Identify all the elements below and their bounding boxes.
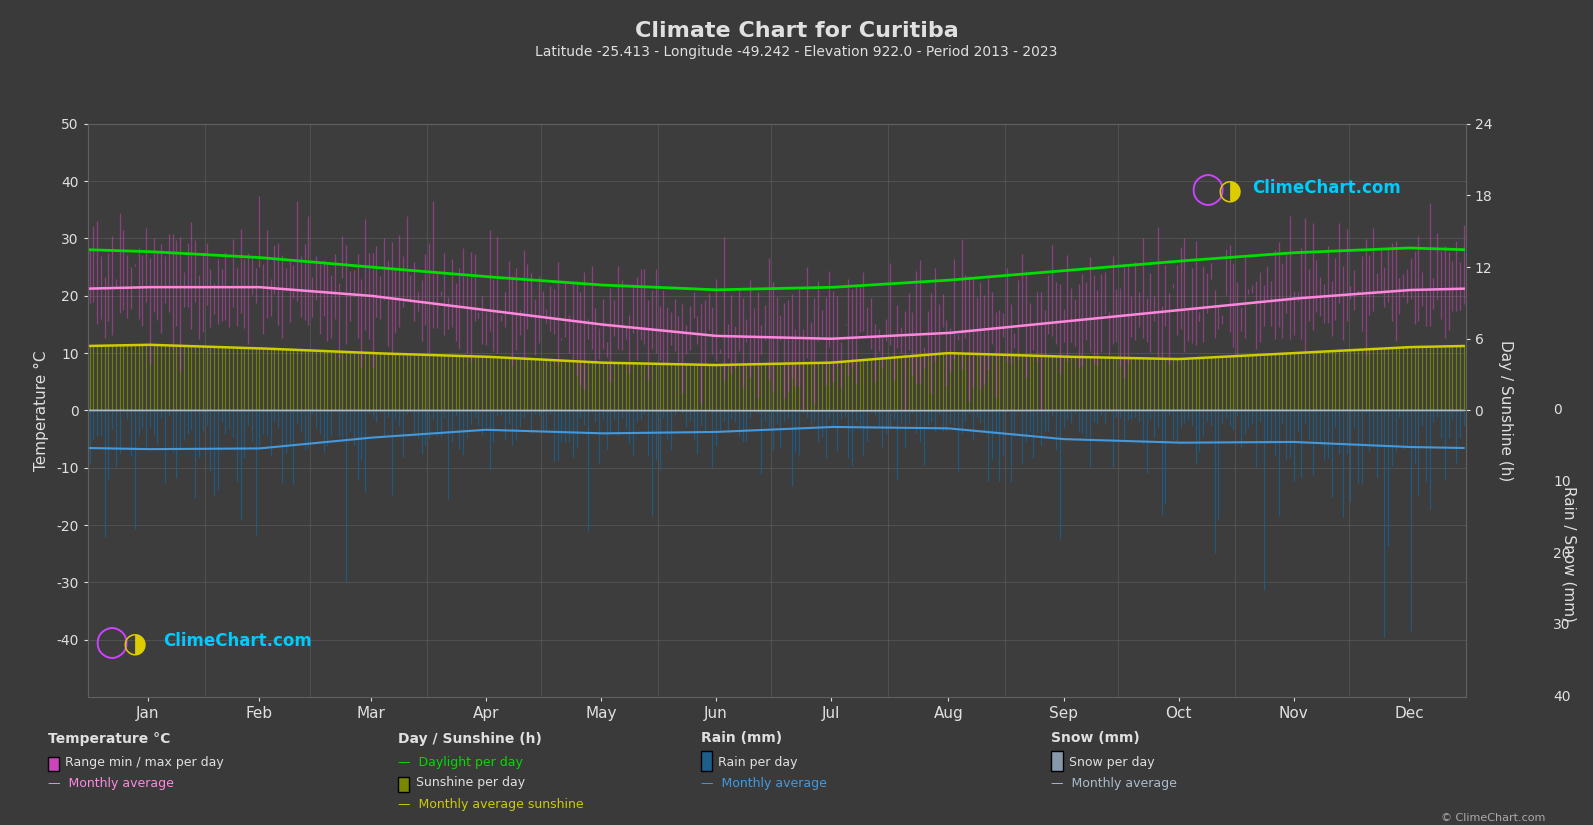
Text: Climate Chart for Curitiba: Climate Chart for Curitiba (634, 21, 959, 40)
Y-axis label: Day / Sunshine (h): Day / Sunshine (h) (1497, 340, 1513, 481)
Text: Snow per day: Snow per day (1069, 756, 1155, 769)
Text: Range min / max per day: Range min / max per day (65, 756, 225, 769)
Text: ◯: ◯ (94, 627, 129, 659)
Text: Latitude -25.413 - Longitude -49.242 - Elevation 922.0 - Period 2013 - 2023: Latitude -25.413 - Longitude -49.242 - E… (535, 45, 1058, 59)
Text: ◑: ◑ (123, 629, 147, 658)
Text: Rain per day: Rain per day (718, 756, 798, 769)
Text: Day / Sunshine (h): Day / Sunshine (h) (398, 732, 542, 746)
Text: —  Monthly average: — Monthly average (48, 777, 174, 790)
Text: Rain / Snow (mm): Rain / Snow (mm) (1561, 486, 1577, 622)
Text: © ClimeChart.com: © ClimeChart.com (1440, 813, 1545, 823)
Text: 10: 10 (1553, 475, 1571, 489)
Text: 30: 30 (1553, 619, 1571, 633)
Text: —  Monthly average: — Monthly average (1051, 777, 1177, 790)
Text: Snow (mm): Snow (mm) (1051, 732, 1141, 746)
Text: Sunshine per day: Sunshine per day (416, 776, 526, 790)
Text: 20: 20 (1553, 547, 1571, 561)
Text: ◑: ◑ (1217, 177, 1243, 205)
Text: ClimeChart.com: ClimeChart.com (1252, 178, 1400, 196)
Text: ◯: ◯ (1190, 174, 1223, 206)
Text: ClimeChart.com: ClimeChart.com (164, 631, 312, 649)
Y-axis label: Temperature °C: Temperature °C (33, 350, 49, 471)
Text: Temperature °C: Temperature °C (48, 732, 170, 746)
Text: —  Daylight per day: — Daylight per day (398, 757, 523, 770)
Text: 40: 40 (1553, 691, 1571, 704)
Text: Rain (mm): Rain (mm) (701, 732, 782, 746)
Text: —  Monthly average sunshine: — Monthly average sunshine (398, 798, 585, 811)
Text: 0: 0 (1553, 403, 1561, 417)
Text: —  Monthly average: — Monthly average (701, 777, 827, 790)
